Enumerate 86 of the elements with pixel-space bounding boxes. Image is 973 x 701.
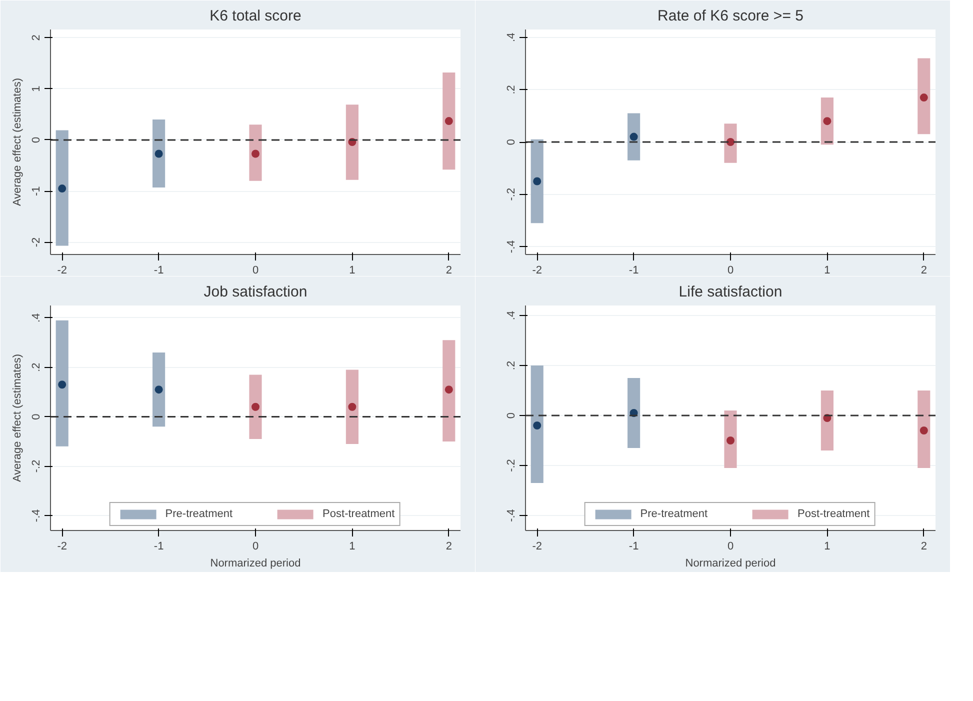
x-tick-label: -2: [532, 264, 542, 276]
y-tick-label: 2: [30, 34, 42, 41]
x-tick-label: -1: [154, 264, 164, 276]
y-tick-label: 0: [30, 414, 42, 420]
bar: [628, 378, 640, 448]
y-tick-label: -.4: [506, 509, 518, 522]
y-tick-label: -.2: [506, 459, 518, 472]
y-tick-label: 0: [506, 138, 518, 146]
point: [630, 132, 638, 141]
bar: [56, 130, 68, 246]
x-tick-label: -1: [154, 540, 164, 552]
y-tick-label: .4: [506, 32, 518, 42]
point: [58, 380, 66, 389]
y-tick-label: -.2: [30, 460, 42, 473]
x-tick-label: -1: [628, 540, 639, 552]
bar: [442, 72, 456, 170]
x-axis-title: Normarized period: [685, 558, 776, 570]
y-tick-label: -.4: [506, 240, 518, 254]
point: [726, 138, 734, 146]
point: [533, 177, 542, 186]
bar: [530, 139, 544, 224]
chart-title: Rate of K6 score >= 5: [658, 8, 804, 24]
bar: [918, 390, 930, 468]
legend-label: Pre-treatment: [165, 508, 233, 520]
point: [154, 386, 163, 394]
y-tick-label: 1: [30, 86, 42, 92]
y-tick-label: .2: [30, 362, 42, 372]
point: [444, 117, 453, 126]
point: [920, 426, 928, 434]
y-tick-label: .4: [506, 310, 518, 320]
bar: [820, 390, 834, 450]
bar: [152, 352, 166, 427]
x-tick-label: 2: [446, 264, 452, 276]
y-tick-label: -1: [30, 186, 42, 196]
point: [348, 402, 356, 411]
x-tick-label: -2: [532, 540, 542, 552]
point: [252, 402, 260, 411]
x-tick-label: 1: [349, 264, 356, 276]
bar: [249, 374, 262, 440]
bar: [249, 124, 262, 181]
chart-title: Job satisfaction: [204, 284, 308, 300]
x-tick-label: 1: [824, 264, 830, 276]
x-tick-label: 0: [252, 264, 259, 276]
x-tick-label: 0: [727, 264, 734, 276]
bar: [152, 120, 166, 188]
point: [533, 422, 542, 430]
y-tick-label: -.4: [30, 509, 42, 522]
point: [58, 184, 66, 193]
legend-label: Pre-treatment: [640, 508, 708, 520]
y-axis-title: Average effect (estimates): [12, 354, 24, 482]
x-tick-label: -2: [57, 264, 67, 276]
bar: [530, 366, 544, 483]
y-tick-label: .2: [506, 85, 518, 94]
bar: [724, 410, 737, 468]
x-tick-label: 0: [252, 540, 259, 552]
x-tick-label: 1: [349, 540, 356, 552]
point: [920, 94, 928, 102]
x-tick-label: 2: [920, 264, 927, 276]
bar: [346, 370, 358, 444]
point: [444, 386, 453, 394]
chart-title: Life satisfaction: [678, 284, 782, 300]
legend-label: Post-treatment: [798, 508, 870, 520]
y-tick-label: .2: [506, 360, 518, 370]
bar: [56, 320, 68, 446]
x-tick-label: 0: [727, 540, 734, 552]
point: [154, 150, 163, 158]
y-tick-label: -.2: [506, 188, 518, 201]
point: [252, 150, 260, 158]
chart-title: K6 total score: [210, 8, 302, 24]
y-tick-label: .4: [30, 313, 42, 322]
bar: [918, 58, 930, 134]
point: [726, 436, 734, 444]
x-axis-title: Normarized period: [210, 558, 301, 570]
bar: [346, 104, 358, 180]
x-tick-label: 2: [920, 540, 927, 552]
y-axis-title: Average effect (estimates): [12, 78, 24, 206]
point: [823, 117, 832, 126]
x-tick-label: 1: [824, 540, 830, 552]
y-tick-label: -2: [30, 237, 42, 248]
bar: [442, 340, 456, 442]
y-tick-label: 0: [30, 136, 42, 144]
x-tick-label: -2: [57, 540, 67, 552]
legend-label: Post-treatment: [322, 508, 395, 520]
x-tick-label: 2: [446, 540, 452, 552]
x-tick-label: -1: [628, 264, 639, 276]
y-tick-label: 0: [506, 412, 518, 419]
